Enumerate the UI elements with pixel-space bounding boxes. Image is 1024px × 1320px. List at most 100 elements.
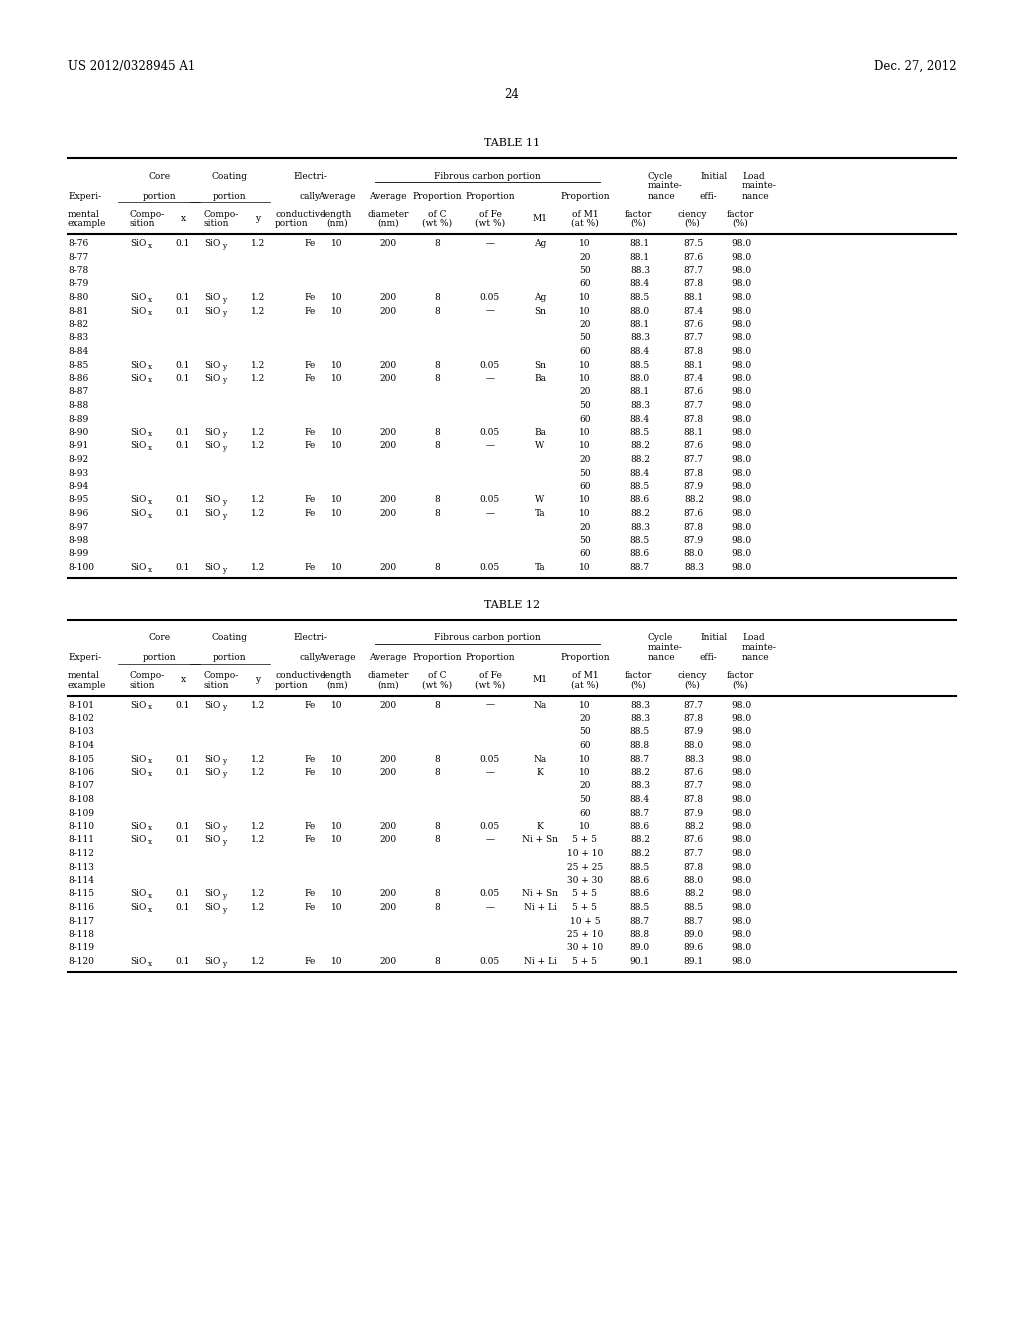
Text: 25 + 10: 25 + 10 xyxy=(567,931,603,939)
Text: 98.0: 98.0 xyxy=(732,319,752,329)
Text: x: x xyxy=(148,511,153,520)
Text: Fe: Fe xyxy=(304,755,315,763)
Text: (wt %): (wt %) xyxy=(475,219,505,228)
Text: 5 + 5: 5 + 5 xyxy=(572,890,597,899)
Text: 10: 10 xyxy=(331,890,343,899)
Text: 60: 60 xyxy=(580,347,591,356)
Text: 50: 50 xyxy=(580,536,591,545)
Text: Proportion: Proportion xyxy=(413,653,462,663)
Text: 10: 10 xyxy=(580,822,591,832)
Text: 8-93: 8-93 xyxy=(68,469,88,478)
Text: 8-111: 8-111 xyxy=(68,836,94,845)
Text: 10: 10 xyxy=(331,360,343,370)
Text: Compo-: Compo- xyxy=(130,210,165,219)
Text: 20: 20 xyxy=(580,455,591,465)
Text: SiO: SiO xyxy=(204,428,220,437)
Text: SiO: SiO xyxy=(204,903,220,912)
Text: Fe: Fe xyxy=(304,293,315,302)
Text: 88.2: 88.2 xyxy=(630,836,650,845)
Text: 60: 60 xyxy=(580,808,591,817)
Text: 88.5: 88.5 xyxy=(630,862,650,871)
Text: —: — xyxy=(485,836,495,845)
Text: 10: 10 xyxy=(580,374,591,383)
Text: mental: mental xyxy=(68,210,99,219)
Text: 98.0: 98.0 xyxy=(732,401,752,411)
Text: 87.8: 87.8 xyxy=(684,414,705,424)
Text: Ag: Ag xyxy=(534,239,546,248)
Text: 50: 50 xyxy=(580,401,591,411)
Text: 8-114: 8-114 xyxy=(68,876,94,884)
Text: Fibrous carbon portion: Fibrous carbon portion xyxy=(433,634,541,643)
Text: 10: 10 xyxy=(580,306,591,315)
Text: (%): (%) xyxy=(684,219,699,228)
Text: 0.1: 0.1 xyxy=(176,822,190,832)
Text: 8: 8 xyxy=(434,360,440,370)
Text: 98.0: 98.0 xyxy=(732,862,752,871)
Text: 87.6: 87.6 xyxy=(684,510,705,517)
Text: 20: 20 xyxy=(580,781,591,791)
Text: 10: 10 xyxy=(331,510,343,517)
Text: 8-83: 8-83 xyxy=(68,334,88,342)
Text: Fe: Fe xyxy=(304,890,315,899)
Text: 98.0: 98.0 xyxy=(732,441,752,450)
Text: 8: 8 xyxy=(434,701,440,710)
Text: 98.0: 98.0 xyxy=(732,536,752,545)
Text: diameter: diameter xyxy=(368,672,409,681)
Text: 8-120: 8-120 xyxy=(68,957,94,966)
Text: 10: 10 xyxy=(331,293,343,302)
Text: 87.7: 87.7 xyxy=(684,267,705,275)
Text: 8-90: 8-90 xyxy=(68,428,88,437)
Text: 88.6: 88.6 xyxy=(630,549,650,558)
Text: 8-103: 8-103 xyxy=(68,727,94,737)
Text: portion: portion xyxy=(213,653,247,663)
Text: 10: 10 xyxy=(331,768,343,777)
Text: 98.0: 98.0 xyxy=(732,564,752,572)
Text: 98.0: 98.0 xyxy=(732,795,752,804)
Text: 10: 10 xyxy=(580,441,591,450)
Text: 1.2: 1.2 xyxy=(251,957,265,966)
Text: 200: 200 xyxy=(380,564,396,572)
Text: SiO: SiO xyxy=(130,564,146,572)
Text: 8-106: 8-106 xyxy=(68,768,94,777)
Text: 0.1: 0.1 xyxy=(176,755,190,763)
Text: y: y xyxy=(222,363,226,371)
Text: 90.1: 90.1 xyxy=(630,957,650,966)
Text: y: y xyxy=(222,444,226,451)
Text: SiO: SiO xyxy=(204,822,220,832)
Text: 10: 10 xyxy=(580,510,591,517)
Text: mainte-: mainte- xyxy=(648,181,683,190)
Text: SiO: SiO xyxy=(204,890,220,899)
Text: Fe: Fe xyxy=(304,701,315,710)
Text: 88.7: 88.7 xyxy=(630,755,650,763)
Text: 60: 60 xyxy=(580,482,591,491)
Text: 60: 60 xyxy=(580,741,591,750)
Text: 8-94: 8-94 xyxy=(68,482,88,491)
Text: 200: 200 xyxy=(380,822,396,832)
Text: 60: 60 xyxy=(580,414,591,424)
Text: Proportion: Proportion xyxy=(560,191,610,201)
Text: SiO: SiO xyxy=(204,701,220,710)
Text: y: y xyxy=(222,704,226,711)
Text: 1.2: 1.2 xyxy=(251,768,265,777)
Text: 87.6: 87.6 xyxy=(684,252,705,261)
Text: example: example xyxy=(68,681,106,689)
Text: y: y xyxy=(222,565,226,573)
Text: (%): (%) xyxy=(630,219,646,228)
Text: 50: 50 xyxy=(580,267,591,275)
Text: 0.1: 0.1 xyxy=(176,441,190,450)
Text: 0.1: 0.1 xyxy=(176,428,190,437)
Text: 200: 200 xyxy=(380,903,396,912)
Text: 8: 8 xyxy=(434,239,440,248)
Text: 0.1: 0.1 xyxy=(176,360,190,370)
Text: 10: 10 xyxy=(331,957,343,966)
Text: 8-105: 8-105 xyxy=(68,755,94,763)
Text: SiO: SiO xyxy=(204,564,220,572)
Text: of M1: of M1 xyxy=(571,210,598,219)
Text: Coating: Coating xyxy=(212,172,248,181)
Text: 8: 8 xyxy=(434,510,440,517)
Text: 98.0: 98.0 xyxy=(732,903,752,912)
Text: 200: 200 xyxy=(380,239,396,248)
Text: 98.0: 98.0 xyxy=(732,549,752,558)
Text: 87.9: 87.9 xyxy=(684,727,705,737)
Text: x: x xyxy=(148,376,153,384)
